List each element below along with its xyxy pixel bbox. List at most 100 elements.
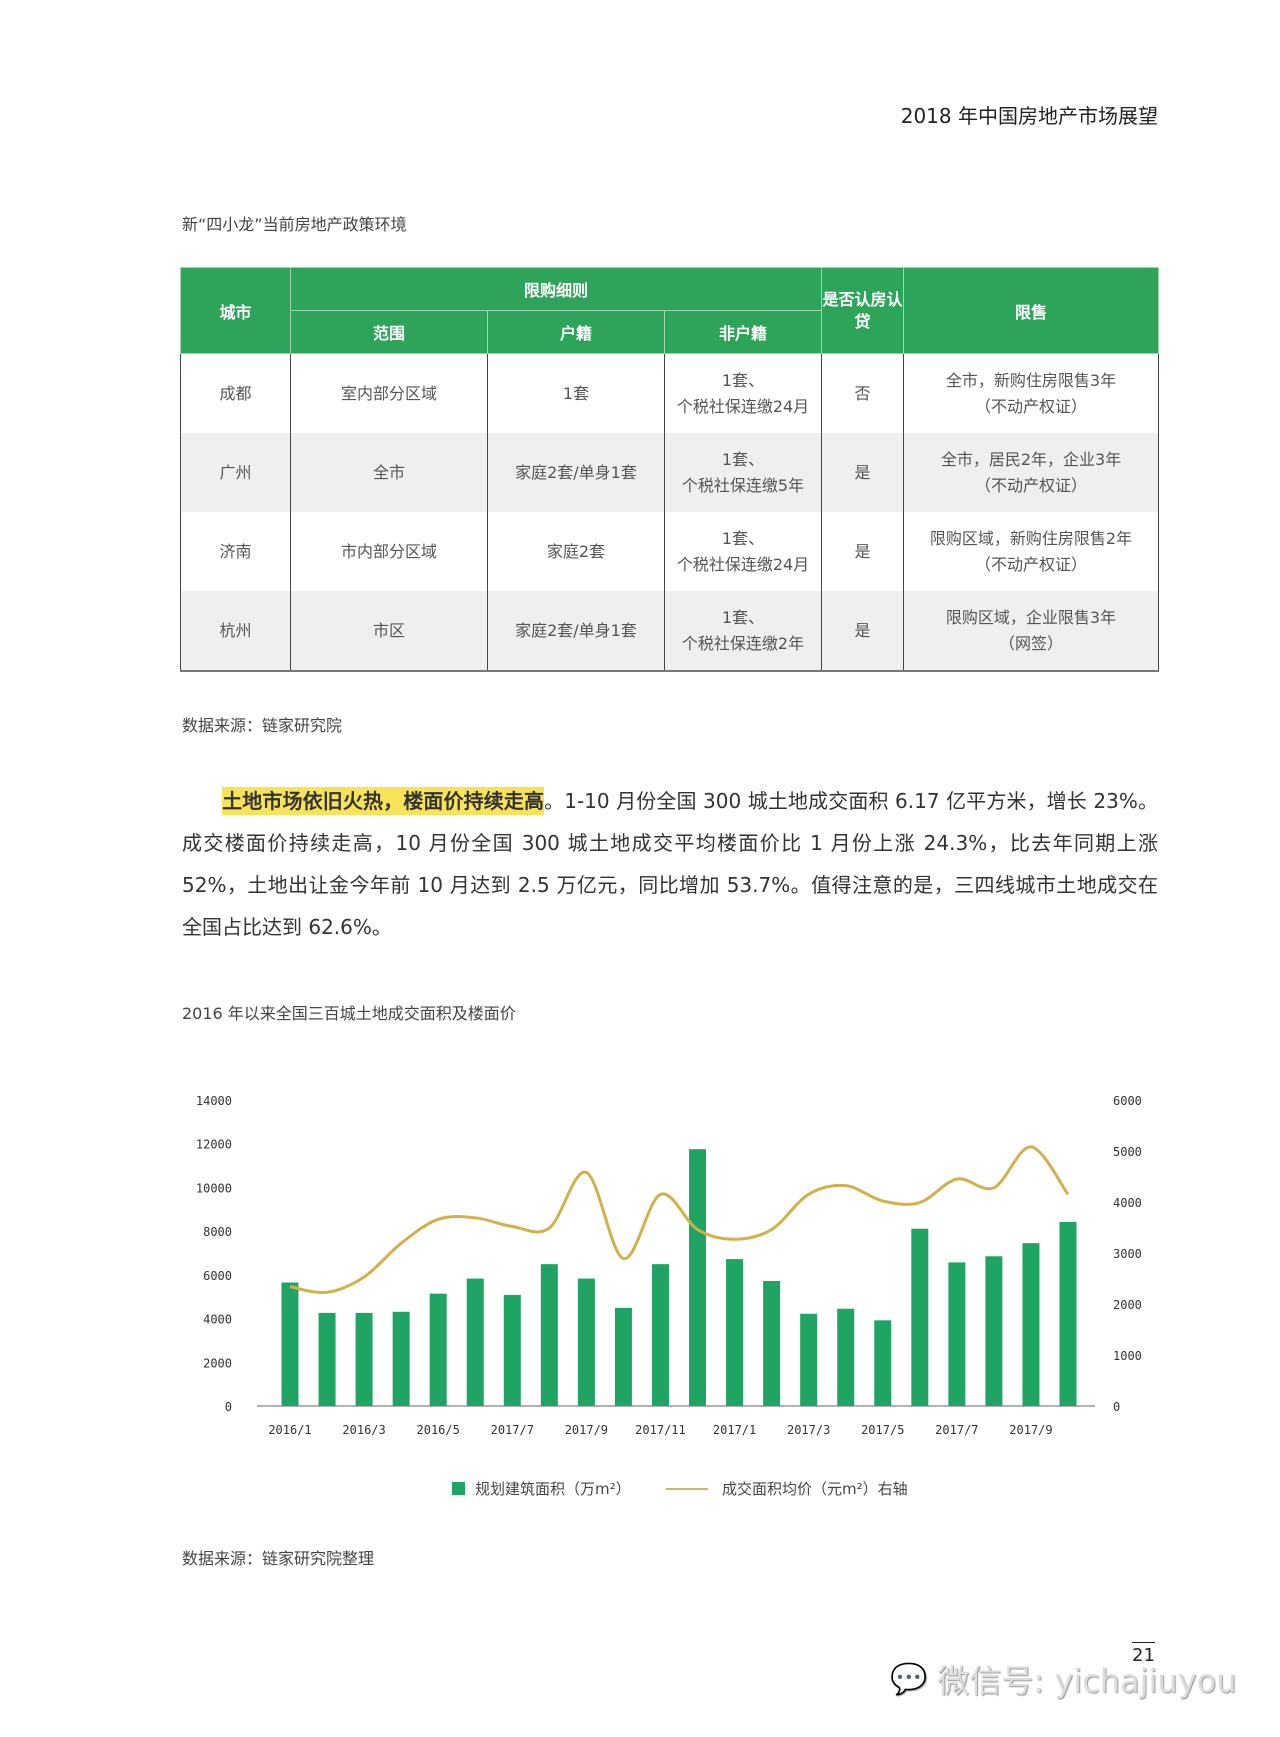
x-axis-tick-label: 2017/9 <box>565 1423 608 1437</box>
x-axis-tick-label: 2017/1 <box>713 1423 756 1437</box>
cell-scope-line: 室内部分区域 <box>340 383 437 403</box>
cell-sale-limit-line: 限购区域，新购住房限售2年 <box>929 528 1133 548</box>
header-nonlocal: 非户籍 <box>664 310 822 354</box>
right-axis-tick-label: 0 <box>1113 1400 1120 1414</box>
cell-scope-line: 市区 <box>372 620 405 640</box>
cell-recognize: 是 <box>821 512 904 591</box>
header-sale-limit: 限售 <box>903 267 1159 354</box>
bar <box>392 1311 410 1406</box>
right-axis-tick-label: 5000 <box>1113 1145 1142 1159</box>
bar <box>318 1312 336 1406</box>
cell-local-line: 1套 <box>562 383 590 403</box>
left-axis-tick-label: 6000 <box>203 1269 232 1283</box>
x-axis-tick-label: 2016/1 <box>268 1423 311 1437</box>
cell-nonlocal: 1套、个税社保连缴5年 <box>664 433 822 512</box>
legend-line-label: 成交面积均价（元m²）右轴 <box>722 1480 908 1498</box>
cell-sale-limit-line: 全市，新购住房限售3年 <box>945 370 1117 390</box>
x-axis-tick-label: 2017/3 <box>787 1423 830 1437</box>
bar <box>763 1280 781 1406</box>
price-line <box>289 1145 1070 1295</box>
bar <box>985 1256 1003 1406</box>
table-caption: 新“四小龙”当前房地产政策环境 <box>182 215 407 234</box>
left-axis-tick-label: 12000 <box>196 1138 232 1152</box>
cell-sale-limit: 限购区域，新购住房限售2年 （不动产权证） <box>903 512 1159 591</box>
cell-local: 家庭2套/单身1套 <box>487 591 665 671</box>
left-axis-tick-label: 4000 <box>203 1313 232 1327</box>
bar <box>503 1294 521 1406</box>
table-row: 成都 室内部分区域 1套 1套、 个税社保连缴24月 否 全市，新购住房限售3年 （不动产权证… <box>180 353 1159 433</box>
bar <box>800 1313 818 1406</box>
cell-city: 杭州 <box>180 591 291 671</box>
cell-local: 家庭2套 <box>487 512 665 591</box>
x-axis-tick-label: 2017/7 <box>935 1423 978 1437</box>
x-axis-tick-label: 2016/3 <box>342 1423 385 1437</box>
highlighted-lead: 土地市场依旧火热，楼面价持续走高 <box>222 787 545 815</box>
cell-nonlocal: 1套、 个税社保连缴24月 <box>664 353 822 433</box>
bar <box>726 1259 744 1406</box>
cell-local: 1套 <box>487 353 665 433</box>
cell-nonlocal-line: 个税社保连缴24月 <box>676 396 810 416</box>
cell-sale-limit-line: （不动产权证） <box>974 396 1087 416</box>
bar <box>281 1282 299 1406</box>
right-axis-tick-label: 4000 <box>1113 1196 1142 1210</box>
cell-scope-line: 市内部分区域 <box>340 541 437 561</box>
cell-nonlocal-line: 个税社保连缴2年 <box>681 633 805 653</box>
cell-city-line: 杭州 <box>219 620 252 640</box>
x-axis-tick-label: 2017/9 <box>1009 1423 1052 1437</box>
cell-nonlocal: 1套、 个税社保连缴24月 <box>664 512 822 591</box>
right-axis-tick-label: 1000 <box>1113 1349 1142 1363</box>
bar <box>614 1307 632 1406</box>
cell-scope: 市区 <box>290 591 488 671</box>
bar <box>429 1293 447 1406</box>
legend-bar-label: 规划建筑面积（万m²） <box>475 1480 631 1498</box>
bar <box>577 1278 595 1406</box>
cell-sale-limit-line: （不动产权证） <box>974 554 1087 574</box>
cell-sale-limit-line: （网签） <box>998 633 1063 653</box>
watermark: 💬 微信号: yichajiuyou <box>890 1656 1237 1702</box>
cell-nonlocal: 1套、 个税社保连缴2年 <box>664 591 822 671</box>
policy-table: 城市 限购细则 是否认房认贷 限售 范围 户籍 非户籍 成都 室内部分区域 1套 1套… <box>180 267 1159 672</box>
cell-recognize-line: 是 <box>854 462 871 482</box>
cell-recognize-line: 是 <box>854 620 871 640</box>
chart-source: 数据来源：链家研究院整理 <box>182 1549 375 1568</box>
body-paragraph: 土地市场依旧火热，楼面价持续走高。1-10 月份全国 300 城土地成交面积 6… <box>182 780 1158 948</box>
cell-city-line: 广州 <box>219 462 252 482</box>
bar <box>466 1278 484 1406</box>
header-recognize: 是否认房认贷 <box>821 267 904 354</box>
left-axis-tick-label: 2000 <box>203 1356 232 1370</box>
cell-city-line: 成都 <box>219 383 252 403</box>
header-scope: 范围 <box>290 310 488 354</box>
cell-scope: 全市 <box>290 433 488 512</box>
legend-bar-swatch <box>452 1482 465 1495</box>
cell-recognize: 是 <box>821 433 904 512</box>
chart-caption: 2016 年以来全国三百城土地成交面积及楼面价 <box>182 1004 516 1023</box>
cell-city: 济南 <box>180 512 291 591</box>
header-local: 户籍 <box>487 310 665 354</box>
cell-nonlocal-line: 1套、 <box>721 449 765 469</box>
cell-city: 广州 <box>180 433 291 512</box>
wechat-icon: 💬 <box>890 1661 928 1697</box>
x-axis-tick-label: 2017/5 <box>861 1423 904 1437</box>
cell-city: 成都 <box>180 353 291 433</box>
table-source: 数据来源：链家研究院 <box>182 716 343 735</box>
cell-nonlocal-line: 个税社保连缴5年 <box>681 475 805 495</box>
cell-scope-line: 全市 <box>372 462 405 482</box>
x-axis-tick-label: 2017/11 <box>635 1423 686 1437</box>
bar <box>874 1320 892 1406</box>
cell-recognize-line: 是 <box>854 541 871 561</box>
watermark-text: 微信号: yichajiuyou <box>937 1662 1237 1700</box>
bar <box>1022 1243 1040 1406</box>
left-axis-tick-label: 10000 <box>196 1181 232 1195</box>
bar <box>689 1149 707 1406</box>
header-purchase-rules: 限购细则 <box>290 267 822 311</box>
right-axis-tick-label: 3000 <box>1113 1247 1142 1261</box>
cell-nonlocal-line: 1套、 <box>721 528 765 548</box>
cell-sale-limit-line: 限购区域，企业限售3年 <box>945 607 1117 627</box>
cell-sale-limit: 全市，新购住房限售3年 （不动产权证） <box>903 353 1159 433</box>
table-row: 济南 市内部分区域 家庭2套 1套、 个税社保连缴24月 是 限购区域，新购住房限售2年 （不… <box>180 512 1159 591</box>
document-header-title: 2018 年中国房地产市场展望 <box>900 104 1158 128</box>
legend-line-swatch <box>666 1487 708 1490</box>
right-axis-tick-label: 6000 <box>1113 1094 1142 1108</box>
combo-chart: 0 2000 4000 6000 8000 10000 12000 14000 0 1000 200… <box>196 1094 1142 1437</box>
cell-recognize: 是 <box>821 591 904 671</box>
